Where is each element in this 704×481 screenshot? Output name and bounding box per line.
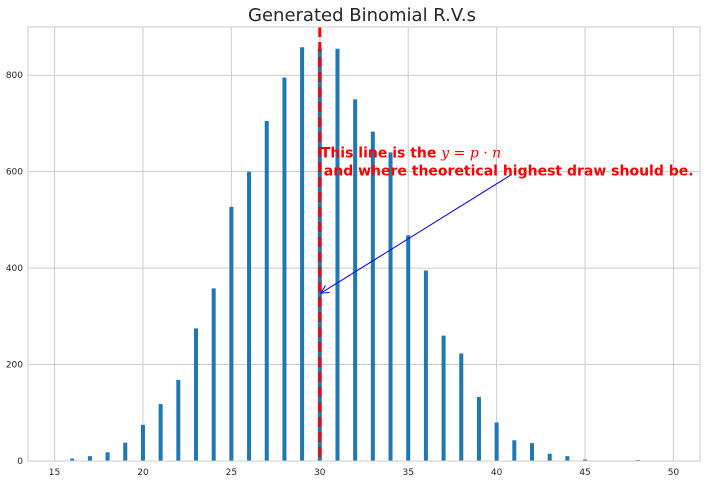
histogram-bar: [565, 456, 570, 461]
histogram-bar: [370, 131, 375, 462]
plot-frame: [27, 26, 701, 462]
histogram-bar: [176, 379, 181, 461]
histogram-bar: [300, 47, 305, 462]
annotation: This line is the y = p · n and where the…: [321, 145, 694, 293]
histogram-bar: [547, 453, 552, 461]
histogram-bar: [87, 456, 92, 461]
x-tick-label: 25: [226, 468, 237, 478]
histogram-bar: [194, 328, 198, 461]
y-tick-label: 400: [6, 264, 23, 274]
y-tick-label: 600: [6, 168, 23, 178]
histogram-bars: [70, 47, 641, 462]
x-tick-label: 20: [137, 468, 149, 478]
annotation-arrow: [321, 174, 512, 293]
histogram-bar: [140, 424, 145, 461]
histogram-bar: [388, 152, 393, 461]
histogram-bar: [530, 443, 534, 461]
annotation-line-2: and where theoretical highest draw shoul…: [324, 163, 694, 179]
x-tick-label: 30: [314, 468, 326, 478]
histogram-bar: [247, 171, 252, 461]
y-axis-ticks: 0 200 400 600 800: [6, 71, 23, 467]
histogram-bar: [459, 353, 464, 461]
x-tick-label: 40: [491, 468, 503, 478]
histogram-bar: [476, 396, 481, 461]
histogram-bar: [229, 206, 234, 461]
histogram-bar: [353, 99, 358, 461]
gridlines: [28, 27, 700, 462]
x-tick-label: 35: [402, 468, 413, 478]
x-tick-label: 50: [668, 468, 680, 478]
histogram-bar: [423, 270, 428, 461]
histogram-bar: [583, 459, 588, 461]
histogram-bar: [105, 452, 110, 461]
y-tick-label: 800: [6, 71, 23, 81]
histogram-bar: [335, 48, 340, 461]
histogram-bar: [441, 335, 446, 461]
y-tick-label: 200: [6, 361, 23, 371]
chart-title: Generated Binomial R.V.s: [248, 5, 476, 26]
histogram-bar: [211, 288, 216, 461]
histogram-bar: [123, 442, 128, 461]
annotation-line-1: This line is the y = p · n: [321, 145, 501, 161]
histogram-bar: [406, 235, 411, 461]
annotation-prefix: This line is the: [321, 145, 442, 161]
histogram-bar: [158, 404, 163, 461]
histogram-bar: [282, 77, 287, 461]
histogram-bar: [264, 121, 269, 462]
histogram-bar: [494, 422, 499, 461]
x-axis-ticks: 15 20 25 30 35 40 45 50: [49, 468, 680, 478]
histogram-bar: [512, 440, 517, 461]
annotation-formula: y = p · n: [440, 145, 501, 161]
histogram-bar: [70, 458, 75, 461]
y-tick-label: 0: [17, 457, 23, 467]
x-tick-label: 45: [579, 468, 590, 478]
x-tick-label: 15: [49, 468, 60, 478]
